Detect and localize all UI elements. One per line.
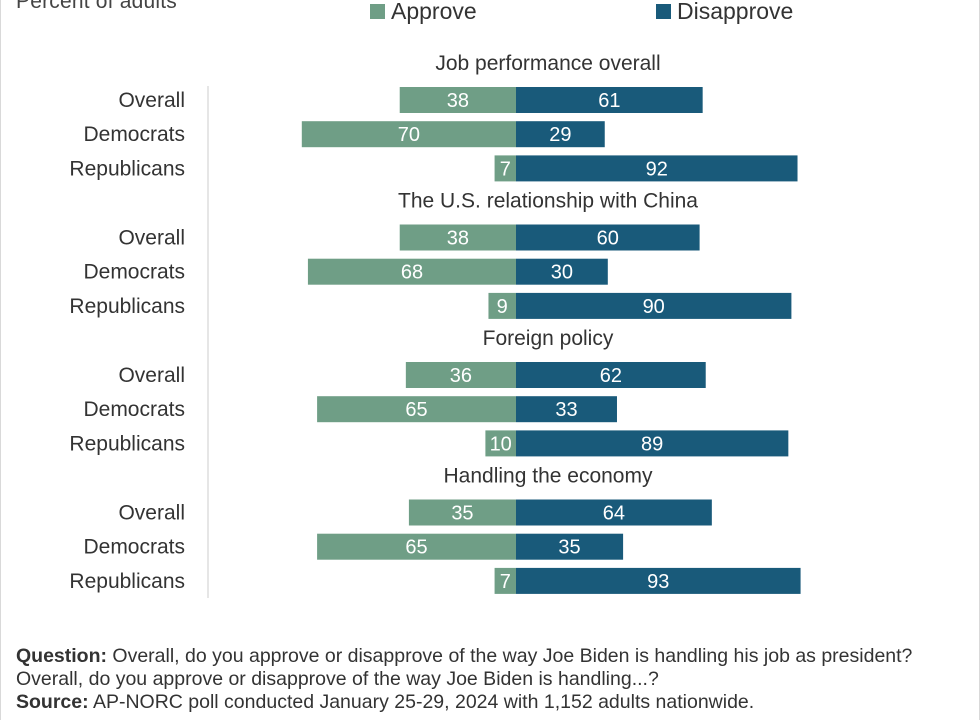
chart-footer: Question: Overall, do you approve or dis… [16, 645, 966, 714]
legend-swatch-disapprove [656, 4, 671, 19]
question-label: Question: [16, 645, 107, 667]
disapprove-bar [516, 430, 789, 457]
legend-item-approve: Approve [370, 0, 477, 25]
approve-value-label: 7 [500, 158, 511, 180]
approve-value-label: 35 [451, 503, 473, 525]
disapprove-value-label: 64 [603, 503, 625, 525]
disapprove-value-label: 61 [598, 90, 620, 112]
disapprove-value-label: 89 [641, 433, 663, 455]
disapprove-value-label: 33 [555, 399, 577, 421]
disapprove-bar [516, 258, 608, 285]
row-label: Democrats [83, 261, 185, 284]
group-title: The U.S. relationship with China [398, 190, 698, 213]
chart-subtitle: Percent of adults [16, 0, 177, 13]
approve-bar [399, 224, 516, 251]
row-label: Overall [118, 89, 185, 112]
approve-bar [408, 499, 516, 526]
legend: Approve Disapprove [0, 0, 980, 28]
approve-bar [307, 258, 516, 285]
approve-value-label: 9 [497, 296, 508, 318]
legend-label-approve: Approve [391, 0, 477, 24]
legend-item-disapprove: Disapprove [656, 0, 793, 25]
disapprove-bar [516, 224, 700, 251]
footer-question: Question: Overall, do you approve or dis… [16, 645, 966, 691]
disapprove-value-label: 62 [600, 365, 622, 387]
approve-value-label: 38 [447, 228, 469, 250]
approve-value-label: 65 [405, 399, 427, 421]
source-text: AP-NORC poll conducted January 25-29, 20… [88, 691, 755, 713]
disapprove-bar [516, 121, 605, 148]
row-label: Republicans [69, 157, 185, 180]
approve-bar [405, 362, 516, 388]
row-label: Republicans [69, 570, 185, 593]
row-label: Republicans [69, 432, 185, 455]
disapprove-bar [516, 155, 798, 182]
approve-value-label: 7 [500, 571, 511, 593]
approve-bar [317, 533, 516, 560]
disapprove-bar [516, 87, 703, 113]
approve-bar [488, 292, 516, 319]
disapprove-value-label: 30 [551, 262, 573, 284]
legend-swatch-approve [370, 4, 385, 19]
disapprove-value-label: 60 [597, 228, 619, 250]
question-text: Overall, do you approve or disapprove of… [16, 645, 913, 690]
approve-bar [494, 155, 516, 182]
disapprove-bar [516, 396, 617, 423]
approve-bar [494, 567, 516, 594]
disapprove-bar [516, 567, 801, 594]
row-label: Democrats [83, 123, 185, 146]
source-label: Source: [16, 691, 89, 713]
row-label: Overall [118, 502, 185, 525]
group-title: Foreign policy [483, 327, 614, 350]
approve-bar [399, 87, 516, 113]
approve-value-label: 68 [401, 262, 423, 284]
approve-value-label: 70 [398, 124, 420, 146]
approve-bar [485, 430, 516, 457]
disapprove-bar [516, 499, 712, 526]
row-label: Republicans [69, 295, 185, 318]
approve-value-label: 38 [447, 90, 469, 112]
approve-value-label: 65 [405, 537, 427, 559]
frame-left-border [0, 0, 1, 720]
disapprove-value-label: 29 [549, 124, 571, 146]
legend-label-disapprove: Disapprove [677, 0, 794, 24]
footer-source: Source: AP-NORC poll conducted January 2… [16, 691, 966, 714]
approve-bar [301, 121, 516, 148]
row-label: Overall [118, 227, 185, 250]
disapprove-value-label: 90 [643, 296, 665, 318]
disapprove-bar [516, 533, 624, 560]
approve-bar [317, 396, 516, 423]
disapprove-value-label: 92 [646, 158, 668, 180]
group-title: Handling the economy [444, 465, 653, 488]
disapprove-bar [516, 292, 792, 319]
row-label: Democrats [83, 398, 185, 421]
approve-value-label: 36 [450, 365, 472, 387]
disapprove-value-label: 93 [647, 571, 669, 593]
approve-value-label: 10 [490, 433, 512, 455]
diverging-bar-chart: Job performance overall Overall 38 61 Democr… [69, 52, 801, 598]
row-label: Overall [118, 364, 185, 387]
group-title: Job performance overall [435, 52, 660, 75]
disapprove-value-label: 35 [558, 537, 580, 559]
disapprove-bar [516, 362, 706, 388]
row-label: Democrats [83, 536, 185, 559]
